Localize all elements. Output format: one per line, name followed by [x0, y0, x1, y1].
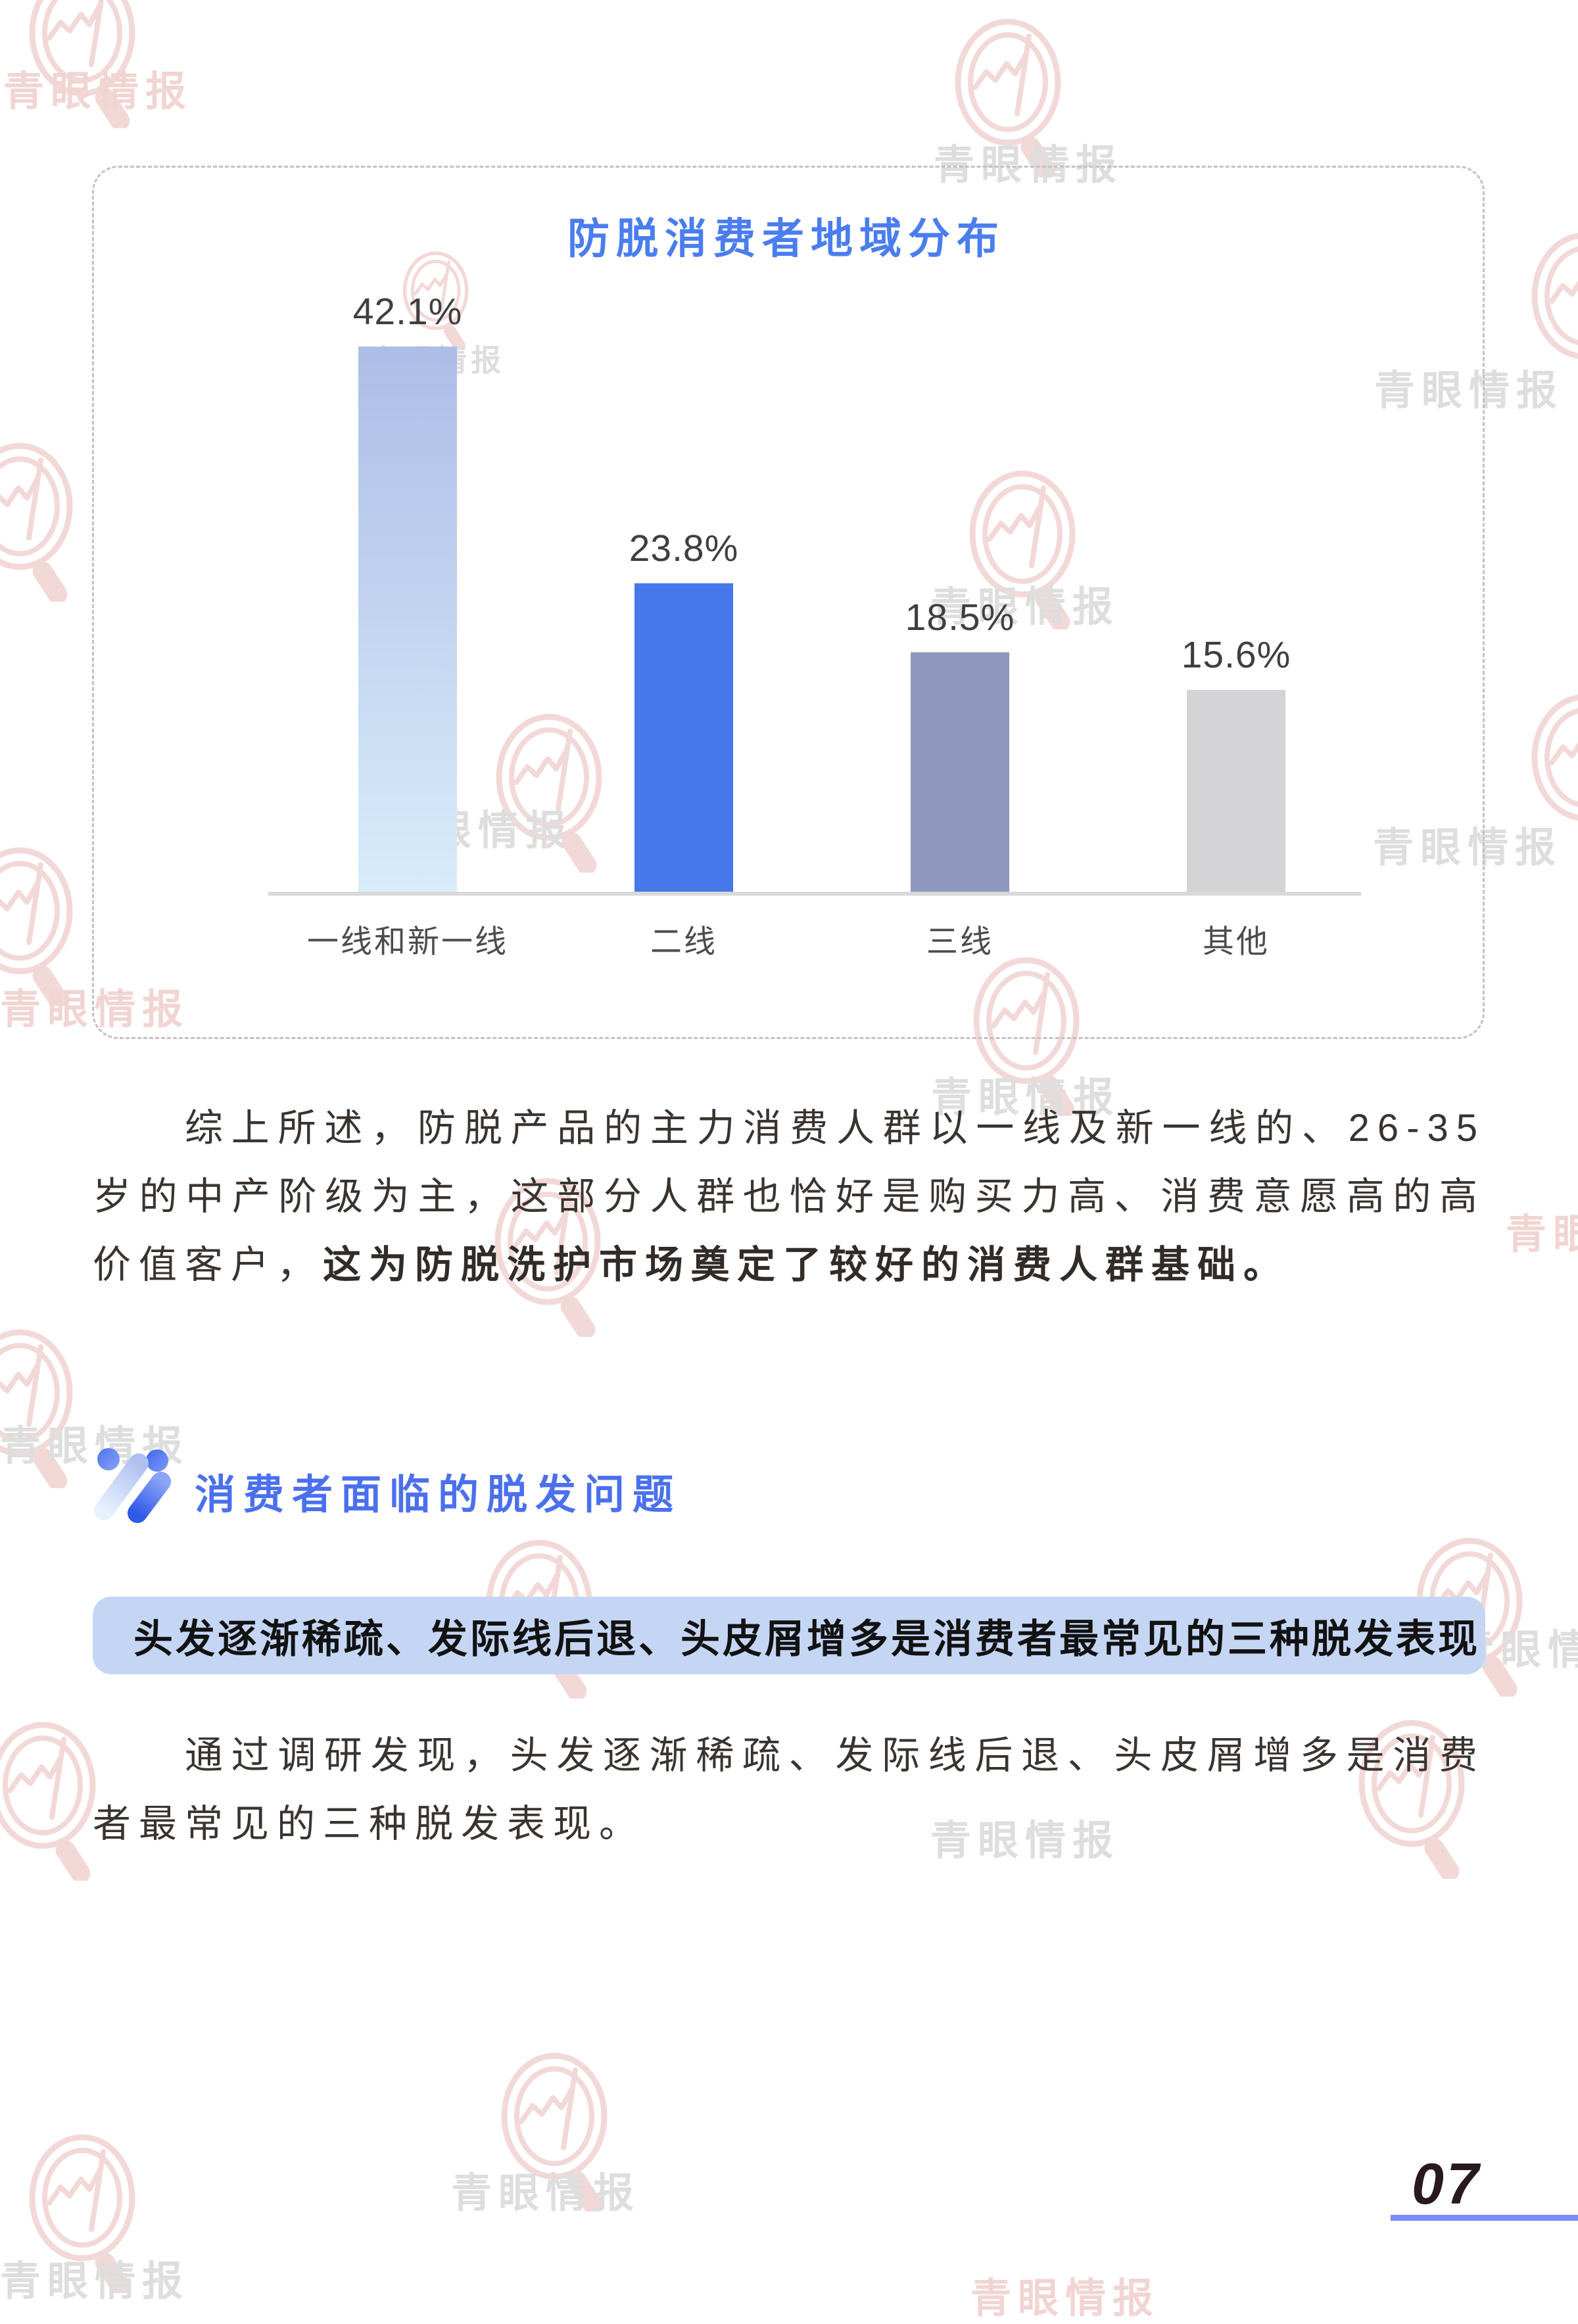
category-label: 二线 — [650, 925, 717, 959]
chart-title: 防脱消费者地域分布 — [567, 215, 1005, 262]
watermark-text: 青眼情报 — [451, 2171, 641, 2216]
research-paragraph-text: 通过调研发现，头发逐渐稀疏、发际线后退、头皮屑增多是消费者最常见的三种脱发表现。 — [93, 1734, 1485, 1845]
bar-column: 18.5% — [824, 596, 1096, 892]
bar-column: 23.8% — [548, 527, 820, 892]
watermark-text: 青眼情报 — [0, 987, 190, 1032]
bar-column: 42.1% — [272, 290, 544, 892]
watermark-text: 青眼情报 — [934, 143, 1124, 188]
bar-value-label: 23.8% — [629, 527, 739, 569]
watermark-text: 青眼情报 — [970, 2276, 1160, 2321]
highlight-banner: 头发逐渐稀疏、发际线后退、头皮屑增多是消费者最常见的三种脱发表现 — [93, 1597, 1485, 1674]
summary-paragraph-bold: 这为防脱洗护市场奠定了较好的消费人群基础。 — [323, 1244, 1290, 1286]
watermark-text: 青眼情报 — [1374, 368, 1564, 414]
category-label: 一线和新一线 — [306, 925, 508, 959]
chart-card — [92, 166, 1485, 1039]
watermark-text: 青眼情报 — [930, 585, 1120, 630]
summary-paragraph-normal: 综上所述，防脱产品的主力消费人群以一线及新一线的、26-35岁的中产阶级为主，这… — [93, 1107, 1485, 1286]
bar — [911, 652, 1009, 892]
bar — [634, 583, 733, 892]
x-axis-line — [268, 892, 1361, 896]
highlight-banner-text: 头发逐渐稀疏、发际线后退、头皮屑增多是消费者最常见的三种脱发表现 — [133, 1616, 1480, 1661]
watermark-text: 青眼情报 — [1506, 1212, 1578, 1257]
watermark-text: 青眼情报 — [931, 1075, 1121, 1121]
section-heading: 消费者面临的脱发问题 — [195, 1472, 682, 1518]
footer-accent-line — [1391, 2215, 1578, 2221]
research-paragraph: 通过调研发现，头发逐渐稀疏、发际线后退、头皮屑增多是消费者最常见的三种脱发表现。 — [93, 1722, 1485, 1858]
category-label: 其他 — [1202, 925, 1270, 959]
bar — [1187, 690, 1285, 892]
bar — [358, 347, 457, 892]
page-number: 07 — [1412, 2151, 1481, 2216]
bar-column: 15.6% — [1100, 633, 1372, 892]
category-label: 三线 — [926, 925, 993, 959]
watermark-text: 青眼情报 — [0, 2259, 190, 2304]
watermark-magnifier-icon — [0, 1720, 99, 1881]
watermark-magnifier-icon — [0, 441, 76, 602]
bar-value-label: 15.6% — [1181, 634, 1291, 676]
bar-value-label: 42.1% — [352, 291, 463, 333]
section-slashes-icon — [94, 1448, 171, 1523]
watermark-text: 青眼情报 — [930, 1818, 1120, 1864]
bar-value-label: 18.5% — [905, 596, 1015, 639]
watermark-text: 青眼情报 — [3, 69, 193, 114]
watermark-text: 青眼情报 — [1373, 825, 1563, 871]
summary-paragraph: 综上所述，防脱产品的主力消费人群以一线及新一线的、26-35岁的中产阶级为主，这… — [93, 1094, 1485, 1299]
